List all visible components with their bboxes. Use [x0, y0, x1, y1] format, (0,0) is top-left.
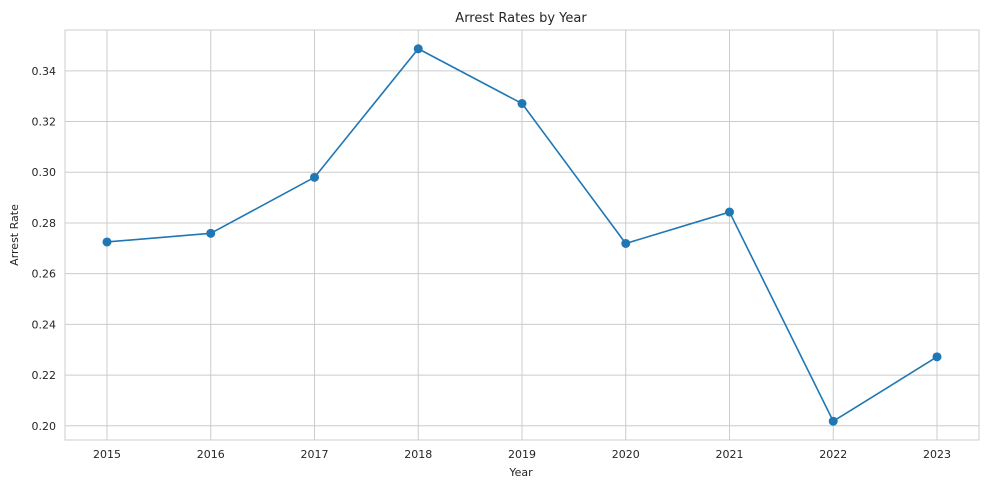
- x-tick-label: 2021: [716, 448, 744, 461]
- y-tick-label: 0.22: [32, 369, 57, 382]
- x-gridlines: [106, 30, 938, 440]
- y-axis-title: Arrest Rate: [8, 204, 21, 266]
- x-axis-title: Year: [508, 466, 533, 479]
- y-tick-label: 0.34: [32, 65, 57, 78]
- x-tick-label: 2023: [923, 448, 951, 461]
- data-point: [828, 416, 838, 426]
- x-tick-label: 2022: [819, 448, 847, 461]
- x-tick-label: 2016: [197, 448, 225, 461]
- data-point: [621, 238, 631, 248]
- x-tick-label: 2019: [508, 448, 536, 461]
- chart-title: Arrest Rates by Year: [455, 11, 587, 26]
- y-tick-label: 0.30: [32, 166, 57, 179]
- y-tick-label: 0.26: [32, 268, 57, 281]
- data-point: [206, 228, 216, 238]
- data-point: [725, 207, 734, 217]
- data-point: [413, 44, 423, 54]
- y-tick-label: 0.32: [32, 116, 57, 129]
- data-point: [932, 352, 942, 362]
- y-tick-label: 0.20: [32, 420, 57, 433]
- x-tick-label: 2018: [404, 448, 432, 461]
- x-tick-label: 2017: [301, 448, 329, 461]
- plot-frame: [64, 29, 980, 441]
- x-tick-label: 2015: [93, 448, 121, 461]
- y-tick-labels: 0.20 0.22 0.24 0.26 0.28 0.30 0.32 0.34: [32, 65, 57, 433]
- series-group: [102, 44, 942, 426]
- x-tick-label: 2020: [612, 448, 640, 461]
- data-point: [517, 99, 527, 109]
- y-tick-label: 0.24: [32, 318, 57, 331]
- x-tick-labels: 2015 2016 2017 2018 2019 2020 2021 2022 2023: [93, 448, 951, 461]
- y-tick-label: 0.28: [32, 217, 57, 230]
- data-point: [310, 172, 319, 182]
- data-point: [102, 237, 112, 247]
